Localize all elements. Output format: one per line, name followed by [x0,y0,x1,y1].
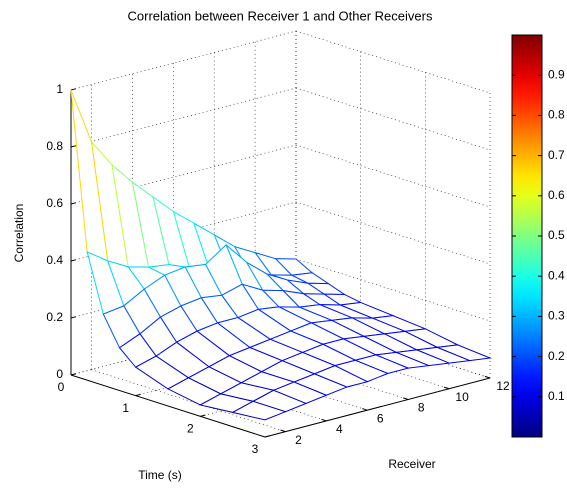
y-tick-label: 4 [336,422,343,436]
z-tick [70,259,77,262]
colorbar-tick-label: 0.4 [548,268,565,282]
grid-line [70,87,297,148]
x-tick [70,373,77,376]
z-tick [70,88,77,91]
colorbar-tick-label: 0.6 [548,188,565,202]
y-tick [362,408,368,411]
colorbar-tick-label: 0.7 [548,148,565,162]
x-tick-label: 0 [58,380,65,394]
mesh [70,89,492,421]
y-tick [321,418,327,422]
z-tick-label: 0.8 [46,139,63,153]
grid-line [295,144,491,208]
x-tick [135,393,141,397]
y-tick-label: 6 [377,411,384,425]
y-tick-label: 2 [295,433,302,447]
y-tick-label: 8 [418,401,425,415]
grid-line [70,30,297,91]
colorbar-tick-label: 0.3 [548,309,565,323]
colorbar-tick-label: 0.5 [548,228,565,242]
colorbar-tick-label: 0.2 [548,349,565,363]
z-axis-label: Correlation [12,204,26,263]
z-tick [70,145,77,148]
x-tick-label: 3 [252,442,259,456]
grid-line [295,201,491,265]
y-tick [443,386,450,390]
y-tick-label: 10 [455,390,469,404]
x-tick [264,435,271,438]
z-tick-label: 0.6 [46,196,63,210]
chart-title: Correlation between Receiver 1 and Other… [128,8,433,23]
grid-line [295,87,491,151]
grid-line [295,30,491,94]
x-tick-label: 1 [122,401,129,415]
colorbar-tick-label: 0.1 [548,389,565,403]
x-tick [200,414,206,417]
grid-line [70,144,297,205]
y-axis [264,377,491,438]
colorbar [511,34,543,438]
z-tick-label: 0 [56,367,63,381]
x-axis [70,374,266,438]
z-tick [70,202,77,205]
colorbar-tick-label: 0.8 [548,108,565,122]
y-tick [403,397,409,400]
y-tick-label: 12 [496,379,510,393]
y-tick [484,375,491,379]
mesh-cell [231,400,287,421]
y-axis-label: Receiver [388,457,435,471]
z-tick-label: 0.2 [46,310,63,324]
colorbar-tick-label: 0.9 [548,67,565,81]
z-tick [70,316,77,319]
x-tick-label: 2 [187,422,194,436]
z-tick-label: 0.4 [46,253,63,267]
x-axis-label: Time (s) [138,468,182,482]
z-tick-label: 1 [56,82,63,96]
y-tick [280,429,286,433]
